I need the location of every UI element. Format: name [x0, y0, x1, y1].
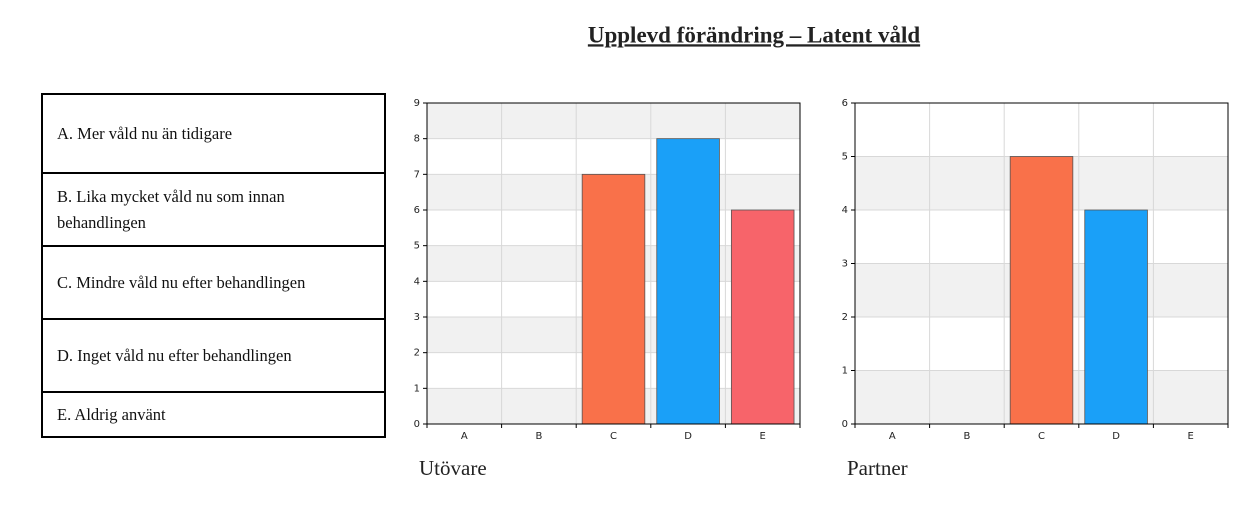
y-tick-label: 0	[414, 419, 420, 430]
y-tick-label: 5	[842, 152, 848, 163]
y-tick-label: 6	[414, 205, 420, 216]
legend-table: A. Mer våld nu än tidigare B. Lika mycke…	[41, 93, 386, 438]
legend-row: D. Inget våld nu efter behandlingen	[41, 318, 386, 393]
y-tick-label: 4	[414, 276, 420, 287]
bar	[1084, 209, 1148, 425]
bar	[1009, 156, 1074, 425]
bar	[730, 209, 795, 425]
grid-band	[427, 103, 800, 139]
plot-frame	[854, 102, 1229, 425]
x-tick-label: A	[461, 431, 468, 442]
y-tick-label: 1	[842, 366, 848, 377]
y-tick-label: 7	[414, 169, 420, 180]
bar	[581, 173, 646, 425]
y-tick-label: 2	[842, 312, 848, 323]
page-title: Upplevd förändring – Latent våld	[588, 22, 920, 47]
bar	[656, 138, 720, 425]
x-tick-label: D	[1112, 431, 1120, 442]
x-tick-label: C	[610, 431, 617, 442]
y-tick-label: 0	[842, 419, 848, 430]
legend-row: E. Aldrig använt	[41, 391, 386, 438]
x-tick-label: D	[684, 431, 692, 442]
y-tick-label: 3	[842, 259, 848, 270]
y-tick-label: 2	[414, 348, 420, 359]
y-tick-label: 4	[842, 205, 848, 216]
chart-caption: Utövare	[419, 456, 487, 480]
y-tick-label: 5	[414, 241, 420, 252]
legend-row: C. Mindre våld nu efter behandlingen	[41, 245, 386, 320]
x-tick-label: B	[963, 431, 970, 442]
y-tick-label: 8	[414, 134, 420, 145]
legend-row: A. Mer våld nu än tidigare	[41, 93, 386, 174]
x-tick-label: E	[760, 431, 766, 442]
x-tick-label: B	[535, 431, 542, 442]
x-tick-label: E	[1188, 431, 1194, 442]
y-tick-label: 6	[842, 98, 848, 109]
x-tick-label: A	[889, 431, 896, 442]
y-tick-label: 9	[414, 98, 420, 109]
y-tick-label: 3	[414, 312, 420, 323]
legend-row: B. Lika mycket våld nu som innan behandl…	[41, 172, 386, 247]
chart-caption: Partner	[847, 456, 908, 480]
plot-frame	[426, 102, 801, 425]
x-tick-label: C	[1038, 431, 1045, 442]
y-tick-label: 1	[414, 383, 420, 394]
